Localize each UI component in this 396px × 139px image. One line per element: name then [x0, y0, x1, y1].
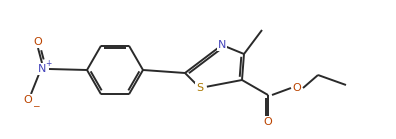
- Text: +: +: [45, 59, 51, 69]
- Text: S: S: [196, 83, 204, 93]
- Text: O: O: [264, 117, 272, 127]
- Text: N: N: [218, 40, 226, 50]
- Text: O: O: [24, 95, 32, 105]
- Text: O: O: [293, 83, 301, 93]
- Text: O: O: [34, 37, 42, 47]
- Text: −: −: [32, 101, 40, 111]
- Text: N: N: [38, 64, 46, 74]
